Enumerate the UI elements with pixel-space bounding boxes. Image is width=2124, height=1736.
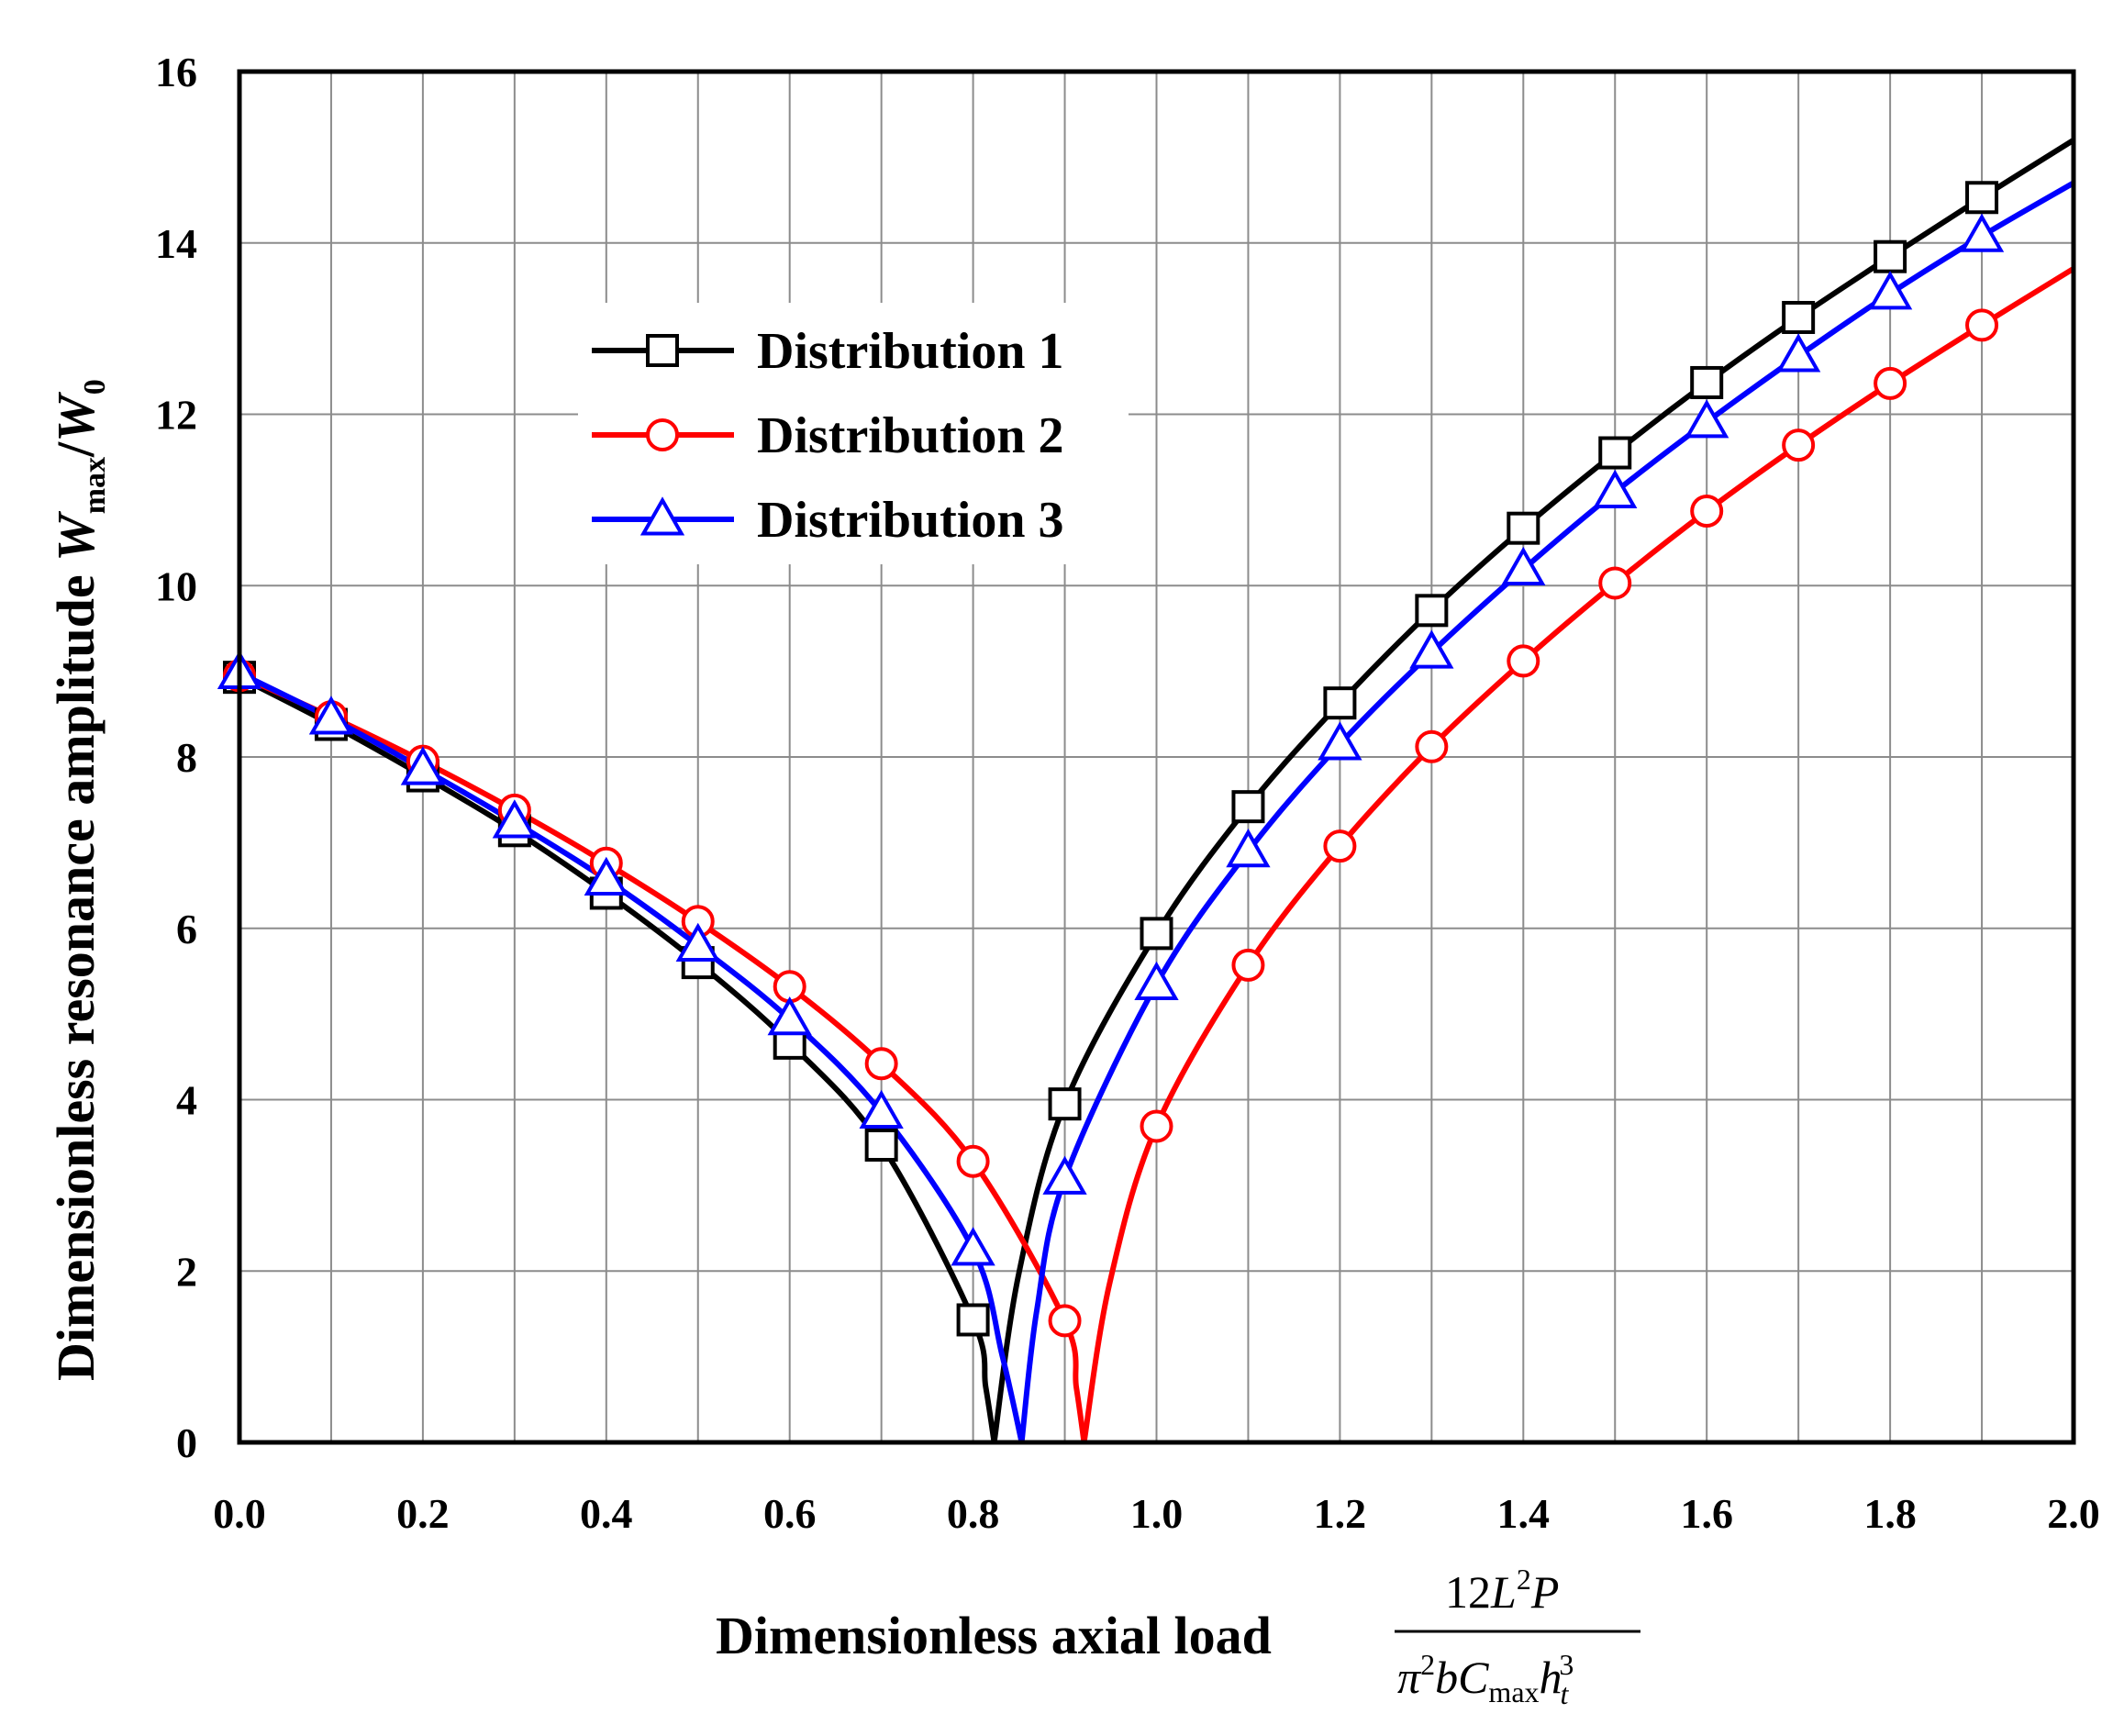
plot-frame: [237, 69, 2076, 1445]
series-line-2-right: [1081, 266, 2074, 1442]
y-tick-label: 10: [155, 562, 197, 609]
x-tick-label: 0.2: [396, 1490, 450, 1537]
marker-square: [1231, 790, 1265, 824]
marker-triangle: [859, 1089, 904, 1130]
x-tick-label: 1.4: [1497, 1490, 1551, 1537]
marker-square: [1048, 1087, 1082, 1121]
x-tick-label: 2.0: [2047, 1490, 2100, 1537]
y-tick-label: 0: [176, 1419, 197, 1466]
x-axis-label-text: Dimensionless axial load: [716, 1606, 1272, 1665]
marker-square: [1415, 594, 1449, 628]
marker-triangle: [1134, 961, 1179, 1000]
marker-circle: [1323, 829, 1357, 863]
marker-circle: [1965, 308, 1999, 342]
marker-circle: [1874, 366, 1907, 400]
y-axis-label: Dimensionless resonance amplitude Wmax/W…: [46, 379, 112, 1381]
marker-triangle: [1318, 721, 1362, 761]
marker-circle: [956, 1144, 990, 1178]
x-tick-label: 0.8: [947, 1490, 1000, 1537]
marker-triangle: [308, 696, 354, 735]
x-tick-label: 1.0: [1130, 1490, 1184, 1537]
x-tick-label: 1.6: [1680, 1490, 1733, 1537]
marker-triangle: [1593, 469, 1638, 508]
marker-square: [1965, 181, 1999, 215]
marker-square: [864, 1128, 898, 1162]
marker-circle: [1231, 948, 1265, 982]
x-tick-label: 1.2: [1314, 1490, 1367, 1537]
marker-circle: [864, 1047, 898, 1081]
marker-triangle: [584, 856, 628, 896]
marker-triangle: [1409, 629, 1454, 669]
fraction-denominator: π2bCmaxht3: [1397, 1648, 1574, 1710]
y-tick-labels: 0 2 4 6 8 10 12 14 16: [155, 49, 197, 1466]
marker-square: [646, 334, 679, 367]
marker-circle: [646, 418, 679, 451]
legend-label: Distribution 3: [757, 492, 1064, 549]
series-markers: [217, 181, 2005, 1338]
y-tick-label: 16: [155, 49, 197, 95]
marker-triangle: [1501, 546, 1546, 586]
x-tick-label: 0.0: [213, 1490, 266, 1537]
marker-square: [1690, 365, 1724, 399]
grid-lines: [239, 72, 2074, 1442]
marker-triangle: [1959, 213, 2005, 252]
y-tick-label: 14: [155, 220, 197, 267]
fraction-numerator: 12L2P: [1445, 1563, 1559, 1618]
y-tick-label: 12: [155, 392, 197, 439]
marker-circle: [1048, 1304, 1082, 1338]
marker-triangle: [1226, 828, 1271, 868]
marker-triangle: [951, 1227, 995, 1266]
marker-square: [1874, 239, 1907, 273]
marker-square: [1323, 686, 1357, 720]
marker-triangle: [492, 799, 537, 839]
x-tick-label: 1.8: [1863, 1490, 1917, 1537]
marker-triangle: [1042, 1155, 1087, 1195]
marker-triangle: [675, 922, 720, 962]
x-tick-label: 0.6: [763, 1490, 817, 1537]
y-tick-label: 4: [176, 1077, 197, 1124]
marker-triangle: [1685, 399, 1729, 439]
marker-square: [1782, 300, 1816, 334]
marker-triangle: [1776, 333, 1821, 373]
marker-circle: [1690, 495, 1724, 529]
marker-square: [1140, 917, 1173, 951]
y-tick-label: 2: [176, 1248, 197, 1295]
marker-triangle: [1867, 271, 1913, 310]
x-axis-label-fraction: 12L2P π2bCmaxht3: [1395, 1563, 1640, 1710]
x-tick-label: 0.4: [580, 1490, 633, 1537]
x-tick-labels: 0.0 0.2 0.4 0.6 0.8 1.0 1.2 1.4 1.6 1.8 2.0: [213, 1490, 2100, 1537]
marker-circle: [1140, 1109, 1173, 1143]
legend-label: Distribution 2: [757, 407, 1064, 464]
marker-triangle: [400, 746, 446, 785]
marker-circle: [1415, 729, 1449, 763]
marker-triangle: [767, 996, 812, 1036]
series-3-markers: [217, 213, 2005, 1266]
marker-square: [1598, 436, 1632, 470]
marker-circle: [1598, 566, 1632, 600]
marker-triangle: [639, 496, 685, 536]
marker-circle: [1507, 644, 1540, 678]
legend: Distribution 1 Distribution 2 Distribution…: [592, 323, 1064, 549]
marker-square: [1507, 511, 1540, 545]
legend-label: Distribution 1: [757, 323, 1064, 380]
marker-circle: [1782, 428, 1816, 462]
y-tick-label: 6: [176, 906, 197, 952]
marker-square: [956, 1303, 990, 1337]
y-tick-label: 8: [176, 734, 197, 781]
x-axis-label: Dimensionless axial load 12L2P π2bCmaxht…: [716, 1563, 1640, 1710]
